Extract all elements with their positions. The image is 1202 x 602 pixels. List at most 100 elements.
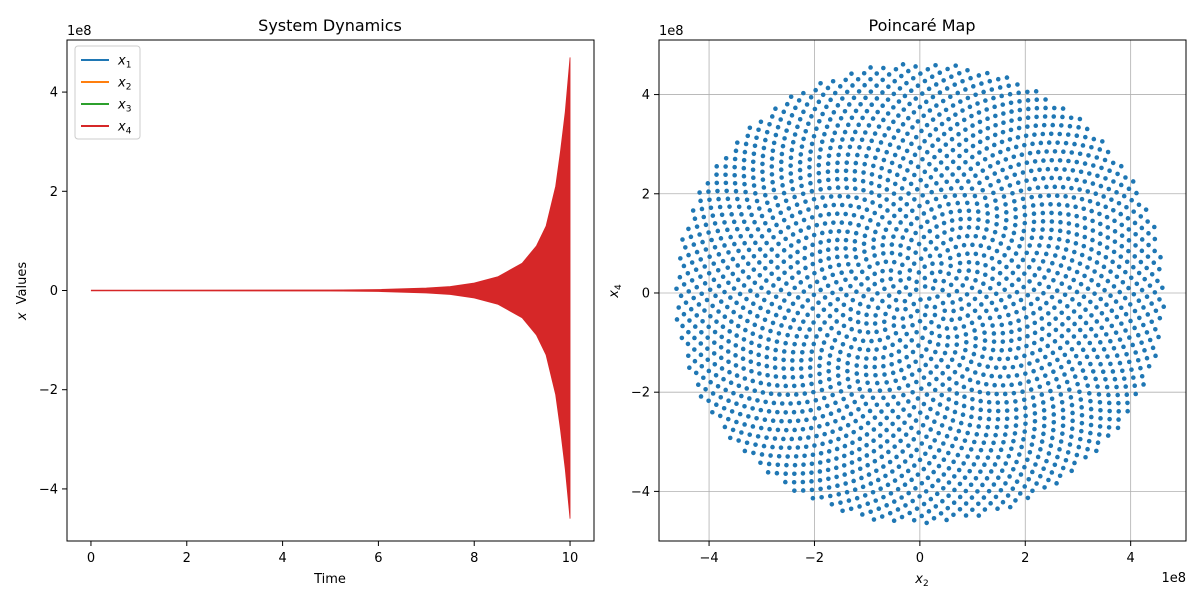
scatter-point [781,190,787,196]
scatter-point [849,269,854,274]
y-axis-label: x Values [15,262,30,322]
scatter-point [874,96,880,101]
scatter-point [1005,356,1011,362]
scatter-point [908,314,914,319]
scatter-point [881,157,887,163]
scatter-point [1126,285,1131,291]
scatter-point [1077,361,1083,366]
scatter-point [757,247,763,252]
scatter-point [1044,300,1049,306]
scatter-point [1119,321,1124,326]
scatter-point [825,161,831,166]
scatter-point [1115,392,1120,398]
scatter-point [741,173,747,179]
scatter-point [906,443,911,448]
scatter-point [1039,202,1045,207]
scatter-point [1045,166,1051,172]
scatter-point [1063,457,1069,463]
scatter-point [907,413,912,418]
scatter-point [693,267,699,273]
scatter-point [980,482,985,488]
scatter-point [955,178,960,184]
scatter-point [797,117,803,122]
scatter-point [763,137,768,143]
scatter-point [809,215,815,220]
scatter-point [924,304,929,309]
scatter-point [973,173,978,178]
scatter-point [1111,346,1117,351]
scatter-point [1139,237,1145,242]
scatter-point [843,237,849,243]
scatter-point [1008,127,1014,133]
scatter-point [866,287,871,292]
scatter-point [973,335,978,341]
scatter-point [1030,141,1035,147]
scatter-point [1103,332,1109,337]
scatter-point [922,284,928,289]
scatter-point [1001,233,1006,239]
scatter-point [932,454,937,460]
scatter-point [709,237,714,243]
scatter-point [950,147,956,153]
scatter-point [1128,275,1134,281]
scatter-point [807,327,812,332]
scatter-point [844,185,850,191]
scatter-point [921,501,927,507]
scatter-point [884,439,890,444]
scatter-point [848,283,853,289]
scatter-point [1066,230,1071,235]
scatter-point [1017,336,1022,342]
scatter-point [1056,237,1062,242]
scatter-point [754,135,759,141]
scatter-point [1060,322,1065,327]
scatter-point [1088,398,1093,404]
scatter-point [981,235,987,240]
scatter-point [927,253,933,259]
scatter-point [746,414,751,419]
scatter-point [909,477,914,483]
scatter-point [694,224,700,229]
scatter-point [924,347,929,352]
scatter-point [894,226,899,232]
scatter-point [724,304,730,310]
scatter-point [753,240,758,246]
scatter-point [786,291,792,297]
scatter-point [1096,250,1102,256]
scatter-point [792,462,798,468]
scatter-point [963,87,968,92]
scatter-point [913,64,918,69]
scatter-point [878,421,883,427]
scatter-point [964,200,970,206]
scatter-point [766,382,772,387]
scatter-point [795,295,801,300]
scatter-point [910,322,915,328]
scatter-point [695,382,701,388]
scatter-point [770,418,776,424]
scatter-point [924,183,929,189]
scatter-point [1107,168,1112,173]
scatter-point [814,126,819,132]
scatter-point [901,407,906,412]
scatter-point [948,263,953,269]
scatter-point [834,168,840,174]
scatter-point [791,317,797,323]
scatter-point [1153,353,1158,359]
scatter-point [748,349,754,355]
scatter-point [734,140,740,145]
scatter-point [964,233,970,239]
scatter-point [856,407,861,412]
scatter-point [913,230,918,236]
scatter-point [902,93,908,99]
scatter-point [934,376,939,382]
scatter-point [674,317,680,322]
scatter-point [986,399,992,405]
scatter-point [744,440,750,446]
scatter-point [970,507,975,513]
scatter-point [825,421,830,427]
scatter-point [741,165,747,171]
scatter-point [1067,123,1073,129]
scatter-point [1085,265,1090,270]
scatter-point [976,217,981,222]
scatter-point [763,253,768,259]
scatter-point [772,356,778,362]
